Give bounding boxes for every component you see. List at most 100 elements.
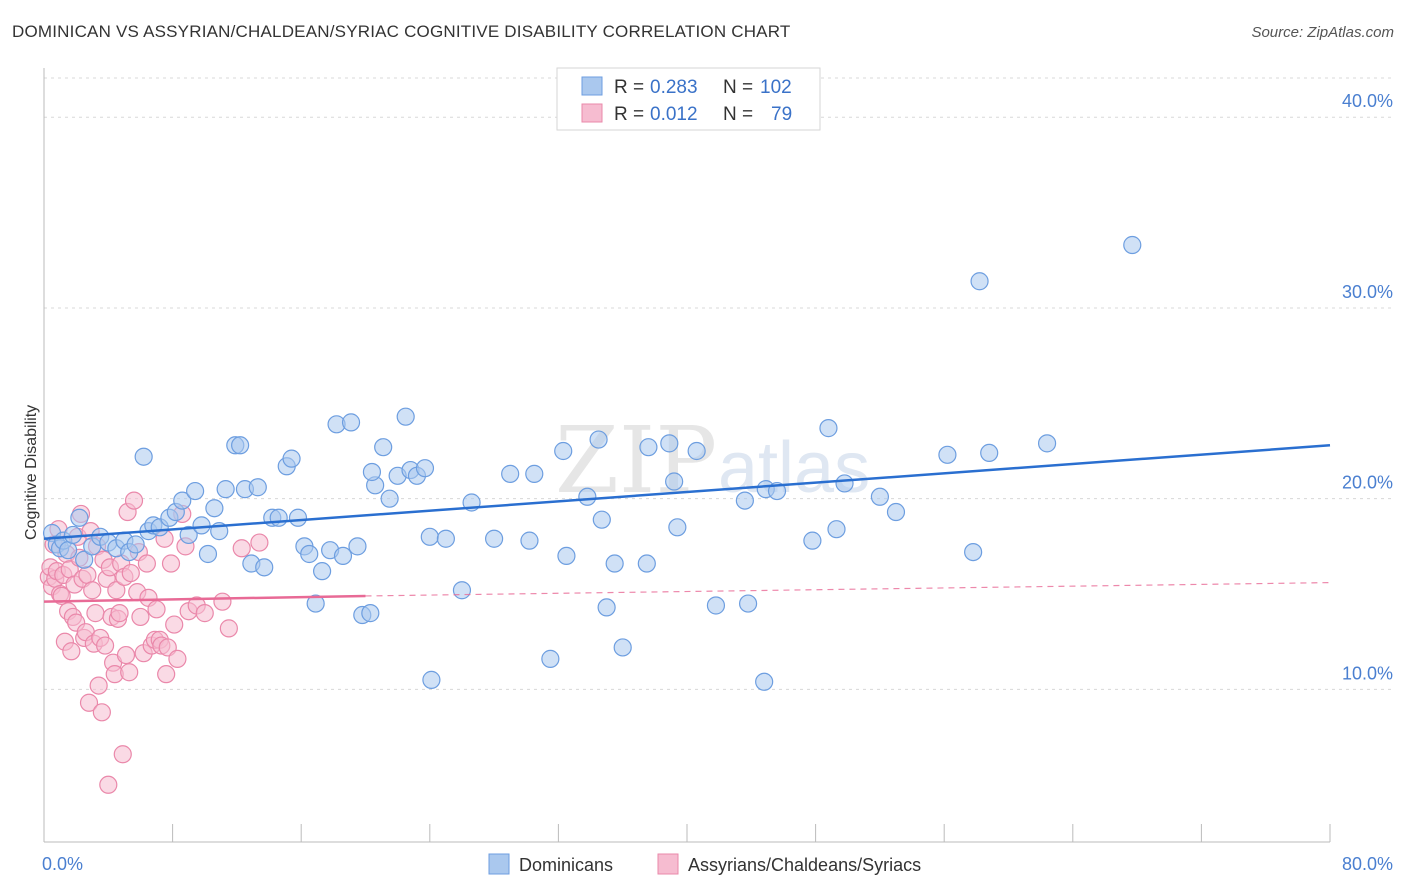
assyrians-point-27 [83,581,102,600]
y-tick-label-1: 20.0% [1342,473,1393,493]
legend-n-value-1: 102 [760,77,792,98]
dominicans-point-96 [980,443,999,463]
series-dominicans-points [42,235,1142,691]
dominicans-point-101 [362,462,382,482]
trend-line-assyrians-extension [365,582,1331,597]
y-tick-labels: 10.0% 20.0% 30.0% 40.0% [1342,91,1393,683]
dominicans-point-95 [970,272,989,291]
dominicans-point-39 [288,508,308,527]
assyrians-point-33 [92,703,111,722]
assyrians-point-65 [157,665,176,684]
dominicans-point-38 [282,449,301,468]
assyrians-point-29 [86,604,105,623]
assyrians-point-46 [113,745,132,764]
bottom-legend-label-assyrians: Assyrians/Chaldeans/Syriacs [688,855,921,875]
dominicans-point-15 [134,447,153,466]
dominicans-point-70 [557,546,576,566]
chart-title: DOMINICAN VS ASSYRIAN/CHALDEAN/SYRIAC CO… [12,22,791,41]
legend-n-label-2: N = [723,104,753,125]
dominicans-point-55 [396,407,415,426]
dominicans-point-92 [886,502,906,522]
dominicans-point-98 [1123,235,1142,255]
dominicans-point-33 [248,478,267,497]
legend-n-label-1: N = [723,77,753,98]
dominicans-point-67 [525,464,544,483]
bottom-legend-swatch-assyrians [657,853,679,875]
assyrians-point-25 [79,693,99,712]
dominicans-point-22 [179,525,198,545]
assyrians-point-37 [99,775,118,794]
dominicans-point-85 [755,672,774,691]
assyrians-point-44 [110,604,129,623]
dominicans-point-81 [668,518,687,537]
assyrians-point-67 [161,554,181,573]
dominicans-point-76 [613,638,632,657]
dominicans-point-79 [660,434,679,453]
dominicans-point-72 [589,430,608,449]
dominicans-point-36 [269,508,288,527]
assyrians-point-14 [62,642,81,661]
legend-r-value-1: 0.283 [650,77,698,98]
trend-lines [43,444,1331,603]
dominicans-point-28 [216,480,235,499]
dominicans-point-97 [1037,434,1057,453]
assyrians-point-61 [147,600,166,619]
dominicans-point-66 [520,531,539,550]
assyrians-point-35 [95,636,115,655]
dominicans-point-68 [541,649,560,668]
dominicans-point-7 [75,550,94,569]
dominicans-point-30 [231,436,250,455]
assyrians-point-75 [213,592,232,611]
dominicans-point-52 [374,438,393,457]
assyrians-point-55 [131,607,150,627]
trend-line-dominicans [43,444,1331,540]
dominicans-point-41 [300,544,319,564]
dominicans-point-88 [803,531,822,550]
dominicans-point-25 [198,544,218,564]
assyrians-point-57 [137,554,156,573]
legend-r-label-1: R = [614,77,644,98]
dominicans-point-43 [312,562,332,581]
assyrians-point-69 [168,649,187,668]
legend-n-value-2: 79 [771,104,792,125]
series-legend: Dominicans Assyrians/Chaldeans/Syriacs [488,853,921,875]
dominicans-point-61 [436,529,455,548]
dominicans-point-48 [348,537,367,556]
y-tick-label-2: 30.0% [1342,282,1393,302]
dominicans-point-58 [415,459,435,478]
dominicans-point-53 [380,489,399,508]
x-tick-label-0: 0.0% [42,854,83,874]
assyrians-point-42 [107,581,126,600]
legend-swatch-dominicans [581,76,603,96]
dominicans-point-47 [341,413,361,432]
dominicans-point-65 [501,464,520,483]
assyrians-point-31 [89,676,108,695]
y-tick-label-0: 10.0% [1342,663,1393,683]
legend-r-label-2: R = [614,104,644,125]
dominicans-point-75 [605,554,624,573]
source-label: Source: ZipAtlas.com [1251,24,1394,41]
assyrians-point-78 [250,533,269,552]
x-tick-labels: 0.0% 80.0% [42,854,1393,874]
dominicans-point-4 [59,541,78,560]
dominicans-point-21 [173,491,192,510]
bottom-legend-label-dominicans: Dominicans [519,855,613,875]
legend-r-value-2: 0.012 [650,104,698,125]
dominicans-point-99 [870,487,890,506]
gridlines [44,77,1395,690]
x-tick-label-1: 80.0% [1342,854,1393,874]
dominicans-point-46 [333,546,353,566]
dominicans-point-23 [186,481,205,501]
dominicans-point-89 [819,419,838,438]
dominicans-point-73 [592,510,611,529]
dominicans-point-100 [687,441,706,461]
dominicans-point-50 [361,604,380,623]
axes [43,68,1331,843]
dominicans-point-80 [665,472,684,491]
assyrians-point-51 [121,563,140,583]
dominicans-point-60 [420,527,439,546]
assyrians-point-50 [120,663,139,682]
dominicans-point-14 [126,535,145,554]
dominicans-point-83 [735,491,754,510]
